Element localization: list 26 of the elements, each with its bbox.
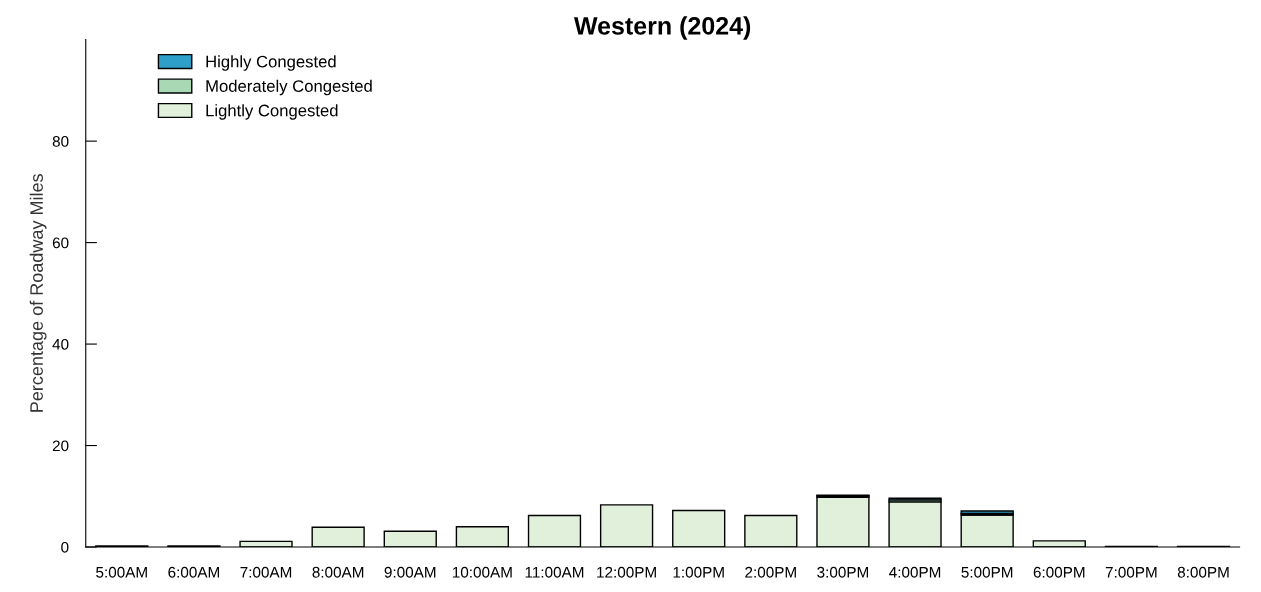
legend-label: Moderately Congested <box>206 79 372 96</box>
y-tick-label: 0 <box>61 541 69 553</box>
chart-title: Western (2024) <box>573 16 751 40</box>
x-tick-label: 5:00AM <box>96 566 147 578</box>
x-tick-label: 6:00PM <box>1033 566 1085 578</box>
x-tick-label: 10:00AM <box>452 566 512 578</box>
y-tick-label: 40 <box>52 338 69 350</box>
legend-label: Lightly Congested <box>206 104 338 120</box>
x-tick-label: 6:00AM <box>168 566 219 578</box>
x-tick-label: 4:00PM <box>889 566 941 578</box>
x-tick-label: 11:00AM <box>525 566 584 578</box>
x-tick-label: 12:00PM <box>597 566 656 578</box>
x-tick-label: 5:00PM <box>961 566 1013 578</box>
x-tick-label: 3:00PM <box>817 566 869 578</box>
x-tick-label: 1:00PM <box>673 566 724 578</box>
legend-label: Highly Congested <box>206 55 336 71</box>
x-tick-label: 7:00PM <box>1105 566 1157 578</box>
y-tick-label: 60 <box>52 237 69 249</box>
x-tick-label: 9:00AM <box>384 566 436 578</box>
y-axis-title: Percentage of Roadway Miles <box>29 174 47 412</box>
y-tick-label: 80 <box>52 136 69 147</box>
y-tick-label: 20 <box>52 440 69 452</box>
x-tick-label: 8:00AM <box>312 566 364 578</box>
x-tick-label: 7:00AM <box>240 566 292 578</box>
x-tick-label: 8:00PM <box>1177 566 1229 578</box>
x-tick-label: 2:00PM <box>745 566 796 578</box>
